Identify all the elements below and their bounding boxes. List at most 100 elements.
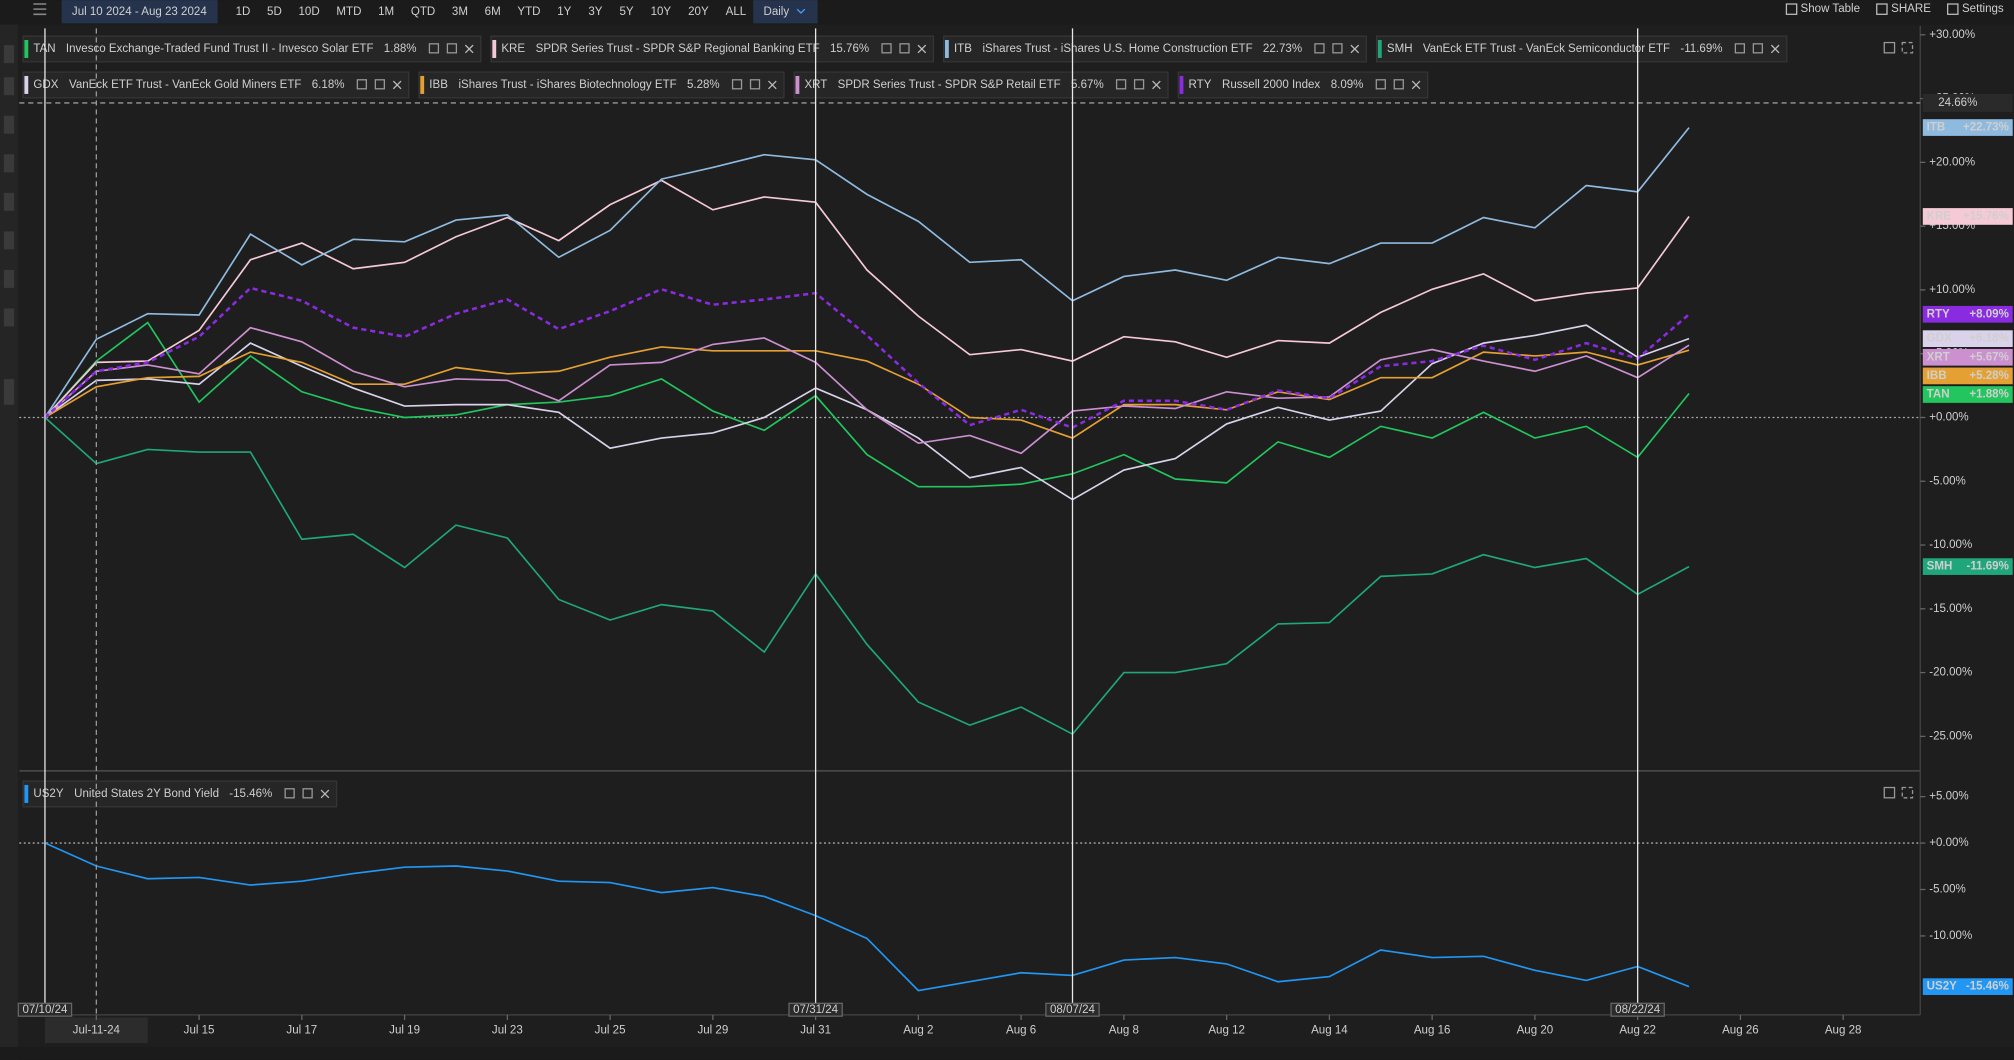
end-tag-value: +5.28% xyxy=(1969,370,2008,382)
legend-icon[interactable] xyxy=(1375,79,1386,90)
end-tag-value: +5.67% xyxy=(1969,351,2008,363)
legend-icon[interactable] xyxy=(899,43,910,54)
legend-close[interactable] xyxy=(1350,44,1360,54)
y-tick-label: +30.00% xyxy=(1929,29,1975,41)
period-button[interactable]: 20Y xyxy=(688,6,709,18)
x-tick-label: Jul-11-24 xyxy=(73,1024,121,1036)
period-button[interactable]: 1M xyxy=(378,6,394,18)
end-tag xyxy=(1922,330,2013,347)
panel-icon[interactable] xyxy=(1883,786,1896,799)
legend-icon[interactable] xyxy=(428,43,440,54)
legend-value: 8.09% xyxy=(1331,79,1364,91)
series-line xyxy=(44,321,1690,488)
toolbar-action[interactable]: Settings xyxy=(1962,3,2004,15)
crosshair-label: 24.66% xyxy=(1938,97,1977,109)
period-button[interactable]: 10Y xyxy=(651,6,672,18)
period-button[interactable]: YTD xyxy=(517,6,540,18)
legend-item[interactable]: XRTSPDR Series Trust - SPDR S&P Retail E… xyxy=(793,71,1169,99)
legend-item[interactable]: TANInvesco Exchange-Traded Fund Trust II… xyxy=(22,35,482,63)
legend-close[interactable] xyxy=(1152,80,1161,90)
legend-item[interactable]: KRE SPDR Series Trust - SPDR S&P Regional… xyxy=(490,35,935,63)
period-button[interactable]: 1D xyxy=(236,6,251,18)
legend-close[interactable] xyxy=(768,80,777,90)
x-tick-label: Jul 17 xyxy=(286,1024,317,1036)
legend-icon[interactable] xyxy=(749,79,761,90)
y-tick-label: -25.00% xyxy=(1929,730,1972,742)
series-line xyxy=(44,416,1690,736)
legend-code: US2Y xyxy=(33,788,63,800)
period-button[interactable]: 6M xyxy=(485,6,501,18)
legend-icon[interactable] xyxy=(1314,43,1325,54)
x-tick-label: Jul 19 xyxy=(389,1024,420,1036)
toolbar xyxy=(0,0,2014,25)
legend-code: ITB xyxy=(954,43,972,55)
legend-item[interactable]: IBB iShares Trust - iShares Biotechnology… xyxy=(418,71,785,99)
legend-bg xyxy=(1375,35,1788,63)
legend-item[interactable]: US2Y United States 2Y Bond Yield -15.46% xyxy=(22,780,338,808)
legend-icon[interactable] xyxy=(284,788,295,799)
legend-close[interactable] xyxy=(464,44,474,54)
legend-icon[interactable] xyxy=(302,788,313,799)
legend-icon[interactable] xyxy=(1734,43,1746,54)
legend-icon[interactable] xyxy=(446,43,458,54)
x-tick-label: Aug 22 xyxy=(1619,1024,1656,1036)
legend-item[interactable]: RTY Russell 2000 Index 8.09% xyxy=(1177,71,1429,99)
legend-close[interactable] xyxy=(320,789,330,799)
action-icon xyxy=(1947,3,1959,15)
end-tag xyxy=(1922,386,2013,403)
date-marker-label: 07/10/24 xyxy=(22,1004,68,1016)
legend-close[interactable] xyxy=(1411,80,1421,90)
crosshair-x-bg xyxy=(44,1017,148,1044)
toolbar-action[interactable]: Show Table xyxy=(1801,3,1861,15)
legend-item[interactable]: GDX VanEck ETF Trust - VanEck Gold Miners… xyxy=(22,71,410,99)
interval-select[interactable]: Daily xyxy=(763,6,789,18)
menu-icon[interactable] xyxy=(33,3,47,16)
legend-code: RTY xyxy=(1189,79,1212,91)
panel-icon[interactable] xyxy=(1901,786,1914,799)
action-icon xyxy=(1876,3,1888,15)
legend-name: iShares Trust - iShares U.S. Home Constr… xyxy=(982,43,1252,55)
legend-item[interactable]: SMH VanEck ETF Trust - VanEck Semiconduct… xyxy=(1375,35,1788,63)
period-button[interactable]: ALL xyxy=(726,6,747,18)
date-marker-bg xyxy=(788,1002,843,1017)
period-button[interactable]: 10D xyxy=(299,6,320,18)
panel-icon[interactable] xyxy=(1883,41,1896,54)
legend-icon[interactable] xyxy=(1133,79,1145,90)
period-button[interactable]: QTD xyxy=(411,6,435,18)
toolbar-action[interactable]: SHARE xyxy=(1891,3,1931,15)
legend-value: 5.28% xyxy=(687,79,720,91)
legend-item[interactable]: ITB iShares Trust - iShares U.S. Home Con… xyxy=(943,35,1367,63)
legend-value: 15.76% xyxy=(830,43,869,55)
legend-icon[interactable] xyxy=(356,79,367,90)
legend-value: -15.46% xyxy=(229,788,272,800)
period-button[interactable]: 5Y xyxy=(619,6,633,18)
action-icon xyxy=(1785,3,1798,15)
legend-close[interactable] xyxy=(392,80,402,90)
x-tick-label: Aug 28 xyxy=(1825,1024,1862,1036)
panel-icon[interactable] xyxy=(1901,41,1914,54)
legend-icon[interactable] xyxy=(374,79,385,90)
legend-icon[interactable] xyxy=(1115,79,1127,90)
end-tag-code: US2Y xyxy=(1927,981,1957,993)
legend-code: IBB xyxy=(429,79,448,91)
period-button[interactable]: 1Y xyxy=(557,6,571,18)
period-button[interactable]: 3M xyxy=(452,6,468,18)
legend-close[interactable] xyxy=(917,44,927,54)
legend-icon[interactable] xyxy=(881,43,892,54)
legend-close[interactable] xyxy=(1770,44,1780,54)
period-button[interactable]: MTD xyxy=(336,6,361,18)
period-button[interactable]: 5D xyxy=(267,6,282,18)
chevron xyxy=(796,8,806,14)
legend-bg xyxy=(22,35,482,63)
y-tick-label: -15.00% xyxy=(1929,603,1972,615)
legend-code: KRE xyxy=(501,43,525,55)
legend-value: 5.67% xyxy=(1071,79,1104,91)
legend-icon[interactable] xyxy=(1332,43,1343,54)
legend-icon[interactable] xyxy=(1752,43,1763,54)
period-button[interactable]: 3Y xyxy=(588,6,602,18)
legend-icon[interactable] xyxy=(731,79,743,90)
date-range[interactable]: Jul 10 2024 - Aug 23 2024 xyxy=(72,6,207,18)
x-tick-label: Aug 14 xyxy=(1311,1024,1348,1036)
legend-icon[interactable] xyxy=(1393,79,1404,90)
